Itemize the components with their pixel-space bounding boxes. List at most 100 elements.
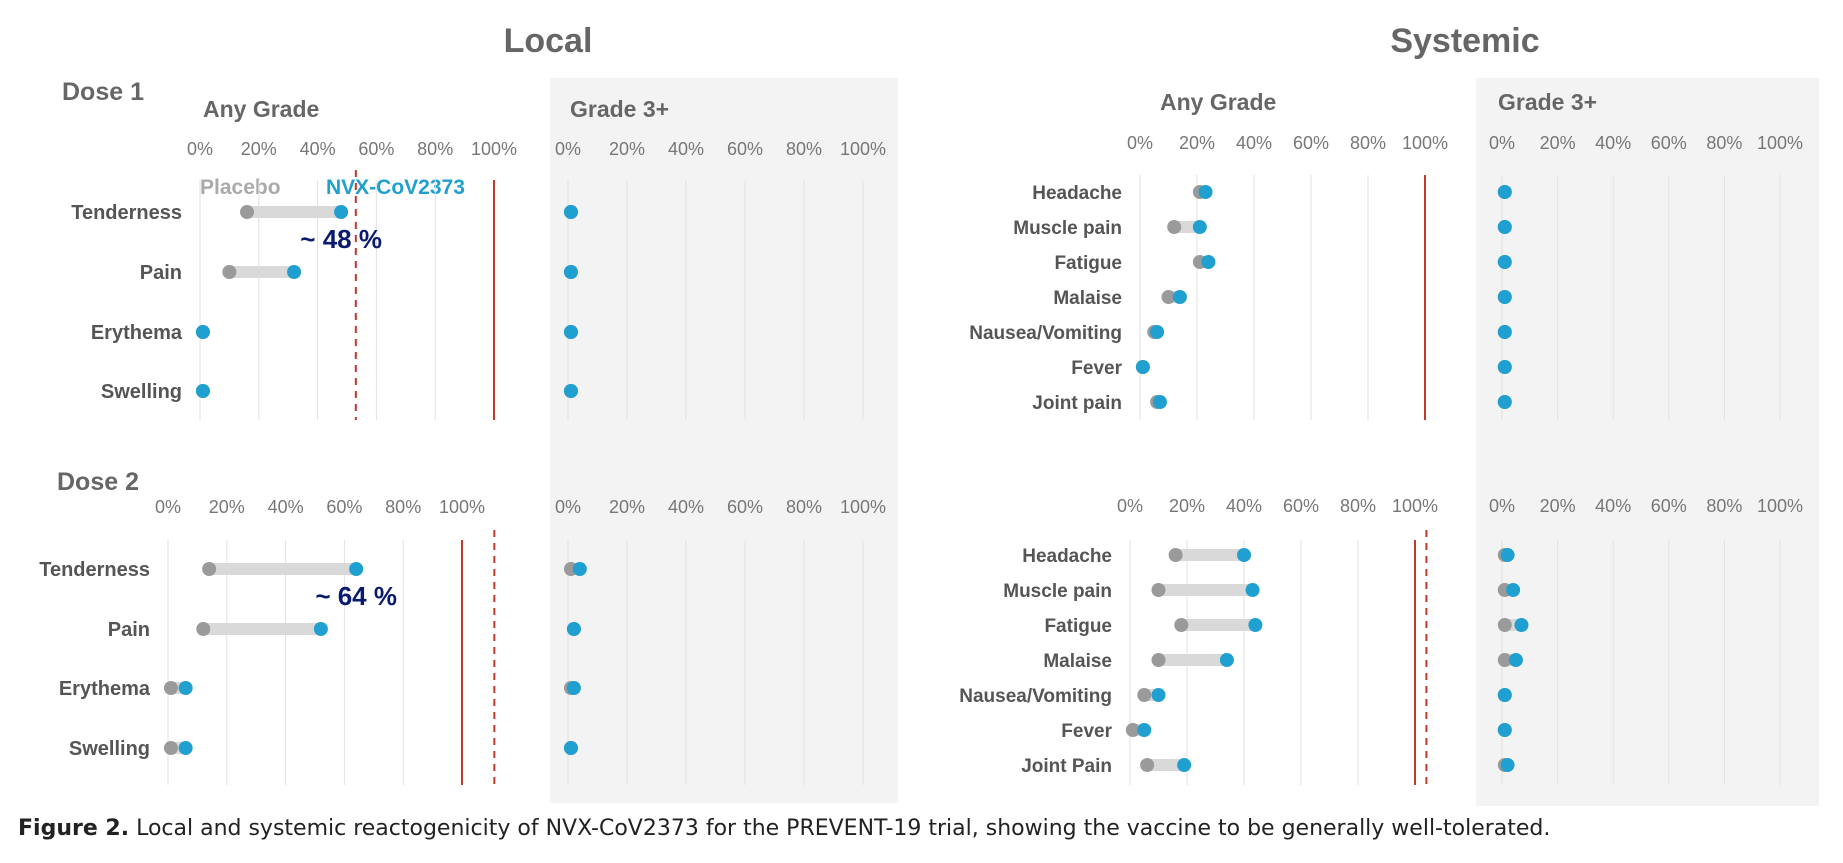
vaccine-point (1245, 583, 1260, 597)
category-label: Swelling (69, 738, 150, 760)
tick-label: 80% (1706, 133, 1742, 153)
vaccine-point (1497, 688, 1512, 702)
panel-title: Any Grade (1160, 89, 1276, 115)
tick-label: 80% (1706, 496, 1742, 516)
tick-label: 0% (1117, 496, 1143, 516)
tick-label: 60% (1283, 496, 1319, 516)
vaccine-point (1497, 185, 1512, 199)
tick-label: 100% (1757, 496, 1803, 516)
category-label: Pain (140, 262, 182, 284)
tick-label: 20% (1540, 496, 1576, 516)
category-label: Malaise (1053, 288, 1122, 309)
category-label: Muscle pain (1003, 581, 1112, 602)
tick-label: 0% (1127, 133, 1153, 153)
category-label: Headache (1022, 546, 1112, 567)
vaccine-point (1198, 185, 1213, 199)
vaccine-point (1172, 290, 1187, 304)
tick-label: 40% (268, 497, 304, 517)
vaccine-point (563, 205, 578, 219)
grade3-background (550, 78, 898, 803)
vaccine-point (566, 681, 581, 695)
tick-label: 100% (840, 139, 886, 159)
placebo-point (1151, 583, 1166, 597)
tick-label: 60% (1651, 133, 1687, 153)
placebo-point (1140, 758, 1155, 772)
placebo-point (222, 265, 237, 279)
category-label: Joint Pain (1021, 756, 1112, 777)
placebo-point (163, 741, 178, 755)
placebo-point (1497, 618, 1512, 632)
vaccine-point (178, 681, 193, 695)
vaccine-point (1506, 583, 1521, 597)
tick-label: 20% (241, 139, 277, 159)
placebo-point (196, 622, 211, 636)
placebo-point (240, 205, 255, 219)
tick-label: 100% (439, 497, 485, 517)
placebo-point (1125, 723, 1140, 737)
vaccine-point (572, 562, 587, 576)
category-label: Erythema (91, 322, 183, 344)
vaccine-point (1237, 548, 1251, 562)
tick-label: 100% (1402, 133, 1448, 153)
legend-vaccine: NVX-CoV2373 (326, 176, 465, 199)
vaccine-point (1177, 758, 1192, 772)
tick-label: 40% (1226, 496, 1262, 516)
placebo-point (202, 562, 217, 576)
tick-label: 40% (1595, 496, 1631, 516)
vaccine-point (1192, 220, 1207, 234)
placebo-point (1167, 220, 1182, 234)
placebo-point (1151, 653, 1166, 667)
category-label: Fatigue (1044, 616, 1112, 637)
category-label: Fever (1061, 721, 1112, 742)
tick-label: 20% (1169, 496, 1205, 516)
tick-label: 0% (1489, 496, 1515, 516)
tick-label: 60% (1293, 133, 1329, 153)
placebo-point (1161, 290, 1176, 304)
tick-label: 20% (1540, 133, 1576, 153)
tick-label: 80% (385, 497, 421, 517)
tick-label: 20% (209, 497, 245, 517)
vaccine-point (566, 622, 581, 636)
vaccine-point (1497, 723, 1512, 737)
vaccine-point (1201, 255, 1216, 269)
vaccine-point (313, 622, 328, 636)
vaccine-point (1497, 220, 1512, 234)
vaccine-point (1497, 395, 1512, 409)
category-label: Fatigue (1054, 253, 1122, 274)
tick-label: 100% (1392, 496, 1438, 516)
category-label: Erythema (59, 678, 151, 700)
tick-label: 60% (727, 497, 763, 517)
vaccine-point (563, 741, 578, 755)
grade3-background (1476, 78, 1819, 806)
dose-label: Dose 2 (57, 468, 139, 496)
vaccine-point (563, 384, 578, 398)
tick-label: 40% (668, 497, 704, 517)
vaccine-point (1508, 653, 1523, 667)
tick-label: 80% (786, 139, 822, 159)
panel-title: Any Grade (203, 96, 319, 122)
tick-label: 40% (668, 139, 704, 159)
vaccine-point (563, 325, 578, 339)
dose-label: Dose 1 (62, 78, 144, 106)
reactogenicity-chart: Local Systemic Dose 1 Dose 2 Any Grade Grade … (39, 22, 1819, 806)
vaccine-point (1150, 325, 1165, 339)
tick-label: 100% (1757, 133, 1803, 153)
placebo-point (163, 681, 178, 695)
annotation-label: ~ 64 % (315, 581, 397, 611)
vaccine-point (563, 265, 578, 279)
tick-label: 80% (1340, 496, 1376, 516)
vaccine-point (1151, 688, 1166, 702)
tick-label: 0% (555, 497, 581, 517)
tick-label: 60% (358, 139, 394, 159)
vaccine-point (1497, 255, 1512, 269)
vaccine-point (1248, 618, 1263, 632)
tick-label: 60% (1651, 496, 1687, 516)
vaccine-point (1152, 395, 1167, 409)
tick-label: 40% (1595, 133, 1631, 153)
vaccine-point (1514, 618, 1529, 632)
vaccine-point (1497, 290, 1512, 304)
panel-title: Grade 3+ (1498, 89, 1597, 115)
tick-label: 80% (417, 139, 453, 159)
tick-label: 40% (300, 139, 336, 159)
vaccine-point (287, 265, 302, 279)
